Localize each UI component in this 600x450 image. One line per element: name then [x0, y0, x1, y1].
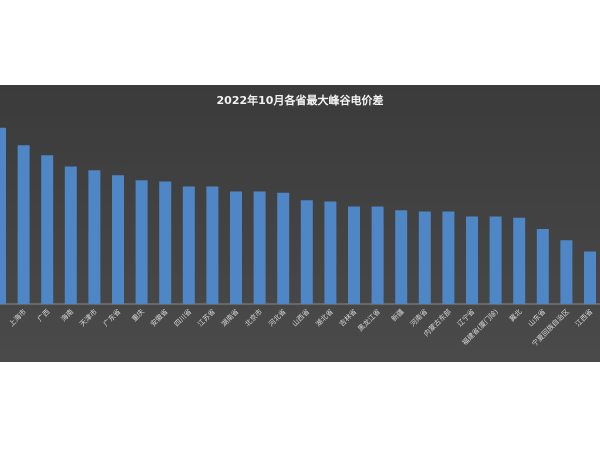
bar [230, 191, 242, 304]
bar [560, 240, 573, 304]
bar [41, 155, 54, 304]
bar [324, 201, 337, 304]
bar [395, 210, 408, 304]
bar [135, 180, 148, 304]
bar [300, 200, 313, 304]
bar [0, 127, 6, 304]
bar [442, 211, 455, 304]
bar [64, 166, 77, 304]
bar [536, 229, 549, 304]
bar [182, 186, 195, 304]
bar [513, 217, 526, 304]
bar [584, 251, 596, 304]
bar [418, 211, 431, 304]
bar [88, 170, 101, 304]
bar [253, 191, 266, 304]
bar [348, 206, 360, 304]
bar [206, 186, 219, 304]
bar [466, 216, 478, 304]
bar [112, 175, 124, 304]
chart-title: 2022年10月各省最大峰谷电价差 [217, 93, 384, 107]
bar [371, 206, 384, 304]
bar [17, 145, 30, 304]
bar [489, 216, 502, 304]
bar [159, 181, 172, 304]
bar [277, 192, 290, 304]
